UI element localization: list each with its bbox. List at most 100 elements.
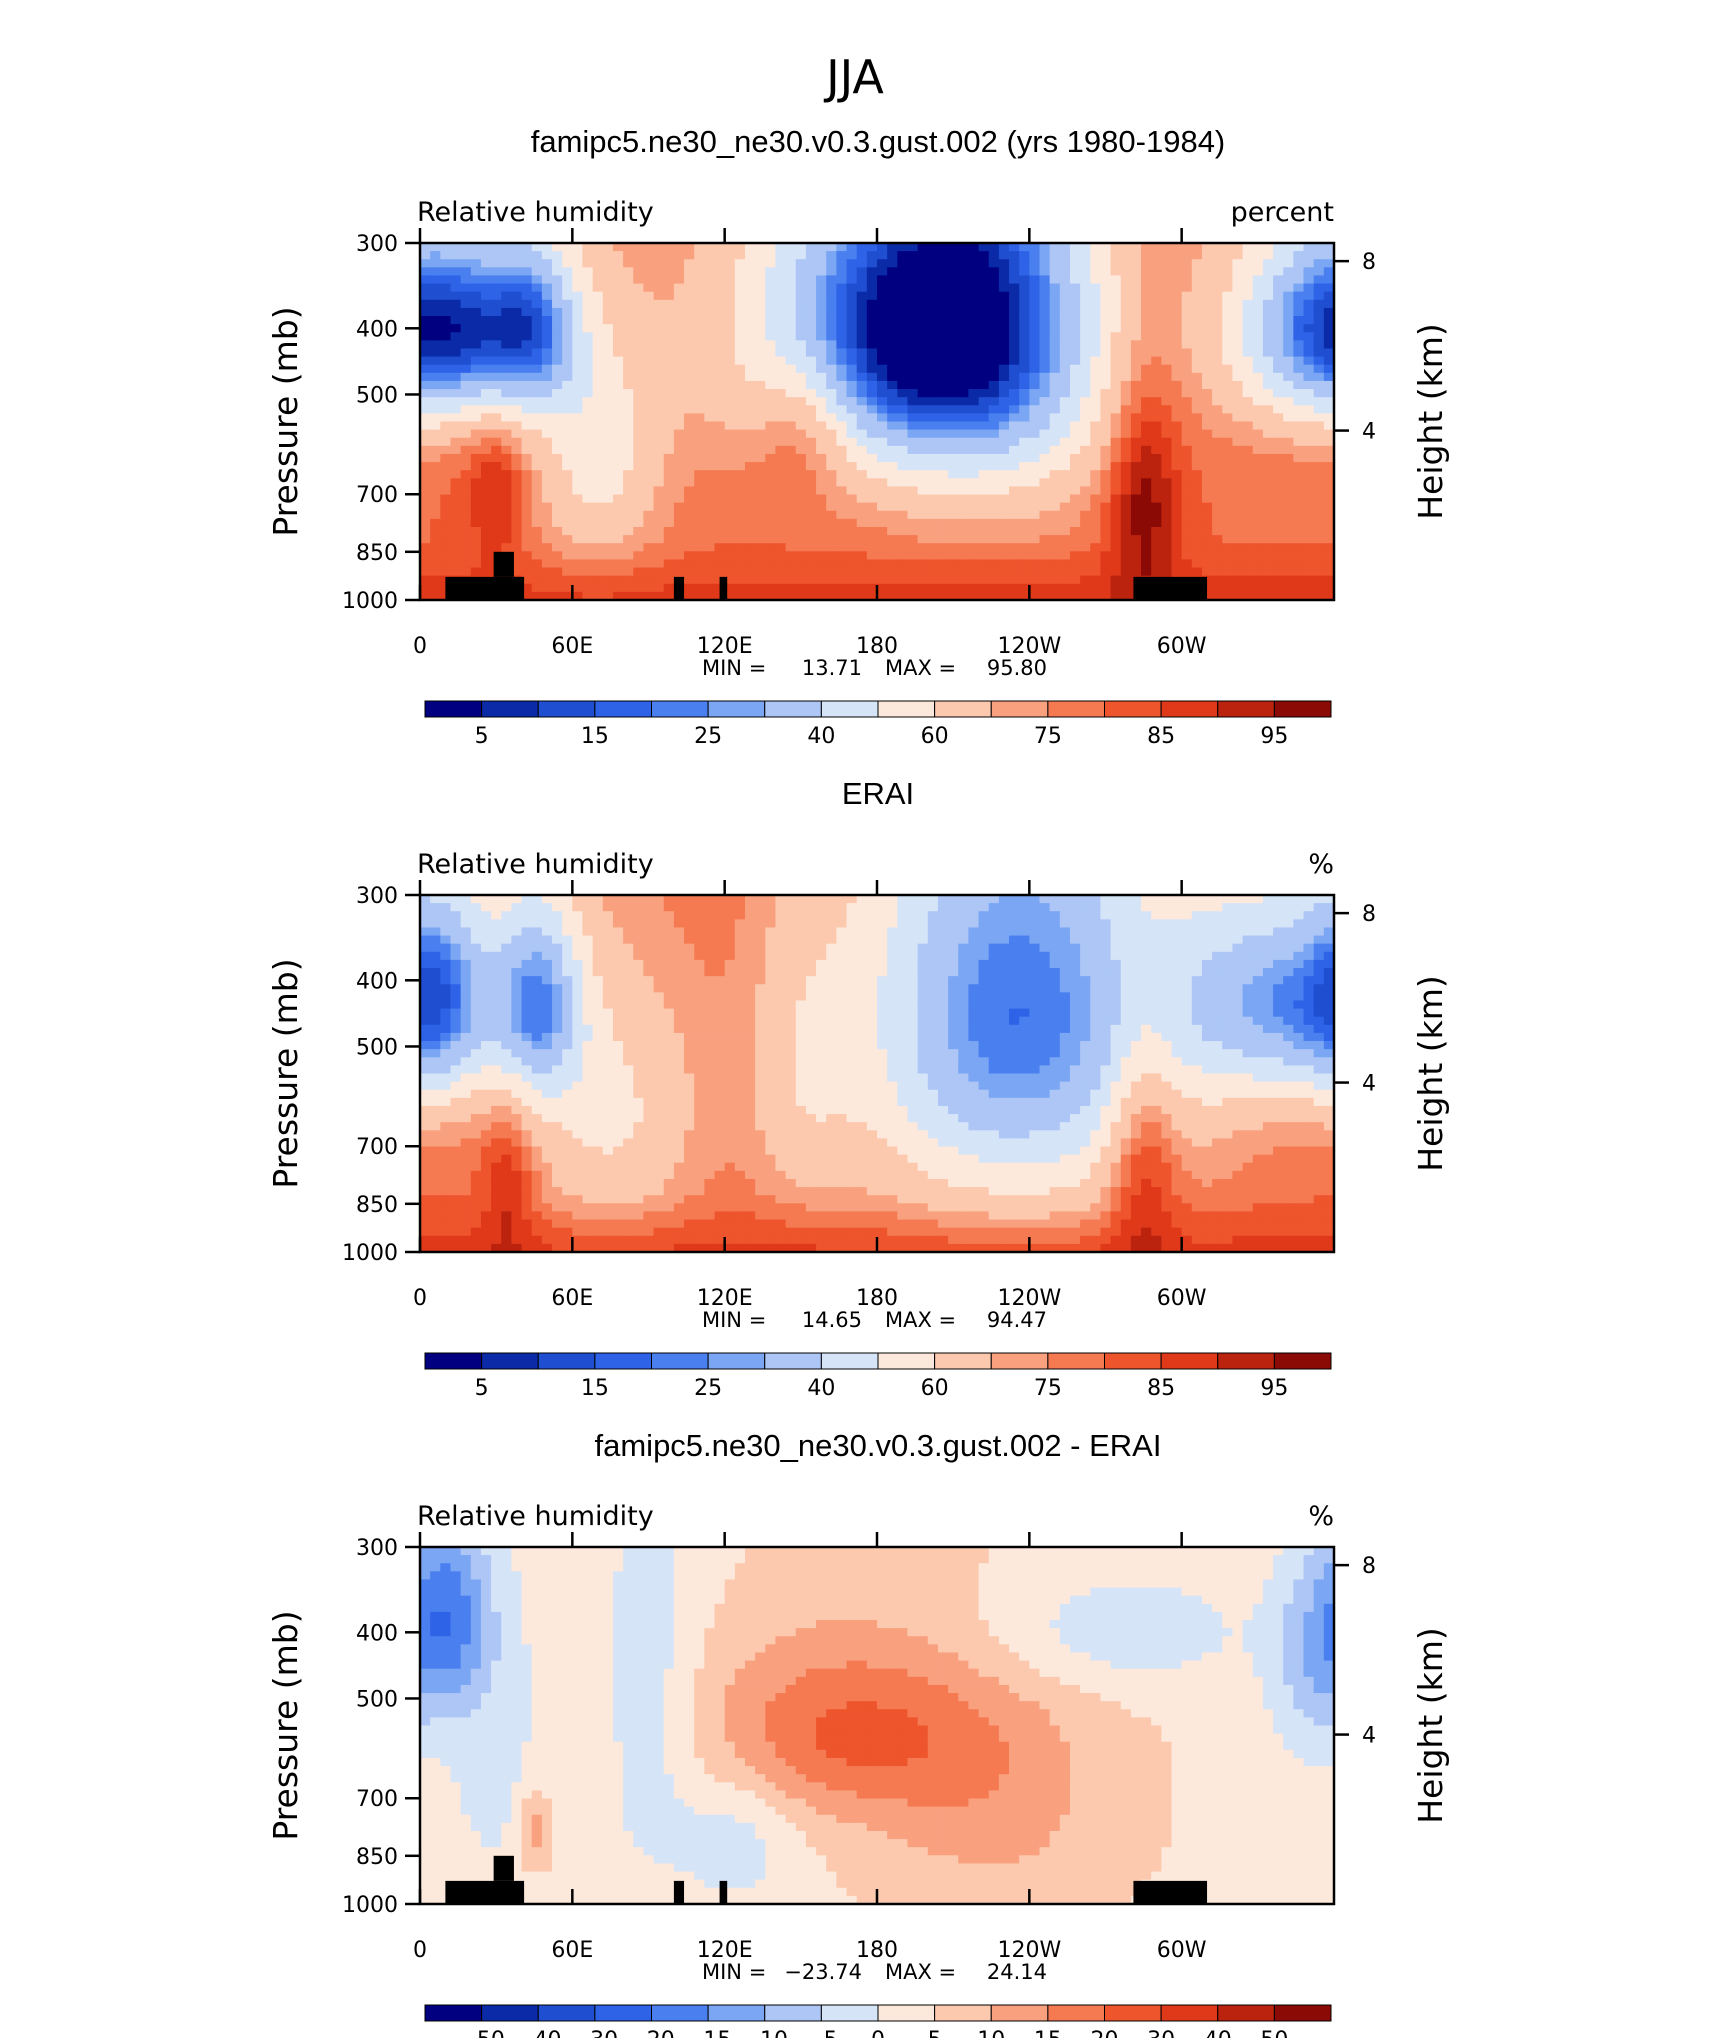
field-cell	[998, 559, 1010, 569]
field-cell	[673, 976, 685, 985]
field-cell	[856, 927, 868, 937]
field-cell	[1130, 462, 1142, 471]
field-cell	[1323, 437, 1335, 447]
field-cell	[1029, 307, 1041, 317]
field-cell	[1323, 911, 1335, 920]
field-cell	[734, 389, 746, 398]
field-cell	[1232, 340, 1244, 350]
field-cell	[755, 259, 766, 268]
field-cell	[1273, 959, 1284, 969]
field-cell	[856, 445, 868, 455]
field-cell	[1232, 591, 1244, 601]
field-cell	[704, 470, 716, 479]
field-cell	[765, 486, 777, 496]
field-cell	[1161, 251, 1173, 260]
field-cell	[511, 397, 523, 406]
field-cell	[1212, 307, 1223, 317]
field-cell	[1080, 959, 1091, 969]
field-cell	[1232, 526, 1244, 536]
field-cell	[887, 453, 898, 463]
field-cell	[917, 968, 929, 977]
field-cell	[836, 283, 848, 293]
field-cell	[917, 283, 929, 293]
field-cell	[1293, 372, 1305, 382]
field-cell	[917, 316, 929, 325]
field-cell	[846, 478, 858, 488]
field-cell	[430, 340, 441, 350]
field-cell	[663, 299, 675, 309]
field-cell	[836, 494, 848, 504]
field-cell	[430, 364, 441, 374]
field-cell	[1141, 494, 1152, 504]
field-cell	[623, 372, 634, 382]
field-cell	[420, 243, 431, 252]
field-cell	[937, 251, 949, 260]
field-cell	[1242, 429, 1254, 439]
field-cell	[684, 903, 695, 912]
field-cell	[1161, 243, 1173, 252]
field-cell	[866, 543, 878, 552]
field-cell	[958, 551, 969, 561]
field-cell	[612, 307, 624, 317]
field-cell	[470, 332, 482, 341]
field-cell	[1059, 372, 1071, 382]
field-cell	[948, 291, 959, 301]
field-cell	[440, 332, 452, 341]
field-cell	[978, 559, 990, 569]
field-cell	[1232, 935, 1244, 945]
field-cell	[1039, 510, 1051, 520]
field-cell	[623, 951, 634, 961]
field-cell	[826, 535, 837, 544]
field-cell	[531, 943, 543, 953]
field-cell	[643, 267, 655, 277]
field-cell	[927, 895, 939, 904]
field-cell	[420, 364, 431, 374]
field-cell	[877, 903, 888, 912]
field-cell	[1252, 348, 1264, 358]
field-cell	[1303, 348, 1315, 358]
field-cell	[440, 935, 452, 945]
field-cell	[694, 919, 705, 929]
field-cell	[1141, 316, 1152, 325]
field-cell	[744, 356, 756, 366]
field-cell	[440, 380, 452, 390]
field-cell	[1141, 380, 1152, 390]
field-cell	[714, 332, 726, 341]
field-cell	[1181, 332, 1193, 341]
field-cell	[541, 510, 553, 520]
field-cell	[856, 453, 868, 463]
field-cell	[958, 291, 969, 301]
field-cell	[907, 259, 919, 268]
field-cell	[643, 478, 655, 488]
field-cell	[846, 567, 858, 577]
field-cell	[958, 397, 969, 406]
field-cell	[998, 591, 1010, 601]
field-cell	[1252, 486, 1264, 496]
field-cell	[1293, 919, 1305, 929]
field-cell	[572, 413, 584, 423]
field-cell	[1009, 389, 1020, 398]
field-cell	[1130, 502, 1142, 512]
field-cell	[714, 453, 726, 463]
field-cell	[795, 943, 807, 953]
field-cell	[1262, 919, 1274, 929]
field-cell	[1130, 299, 1142, 309]
field-cell	[958, 421, 969, 431]
field-cell	[643, 397, 655, 406]
field-cell	[734, 372, 746, 382]
field-cell	[724, 567, 736, 577]
field-cell	[1191, 959, 1203, 969]
field-cell	[1141, 510, 1152, 520]
field-cell	[582, 348, 594, 358]
field-cell	[1029, 494, 1041, 504]
field-cell	[1252, 283, 1264, 293]
field-cell	[531, 340, 543, 350]
field-cell	[694, 583, 705, 593]
field-cell	[927, 316, 939, 325]
field-cell	[612, 421, 624, 431]
field-cell	[511, 332, 523, 341]
field-cell	[937, 380, 949, 390]
field-cell	[501, 299, 512, 309]
field-cell	[694, 518, 705, 528]
field-cell	[643, 903, 655, 912]
